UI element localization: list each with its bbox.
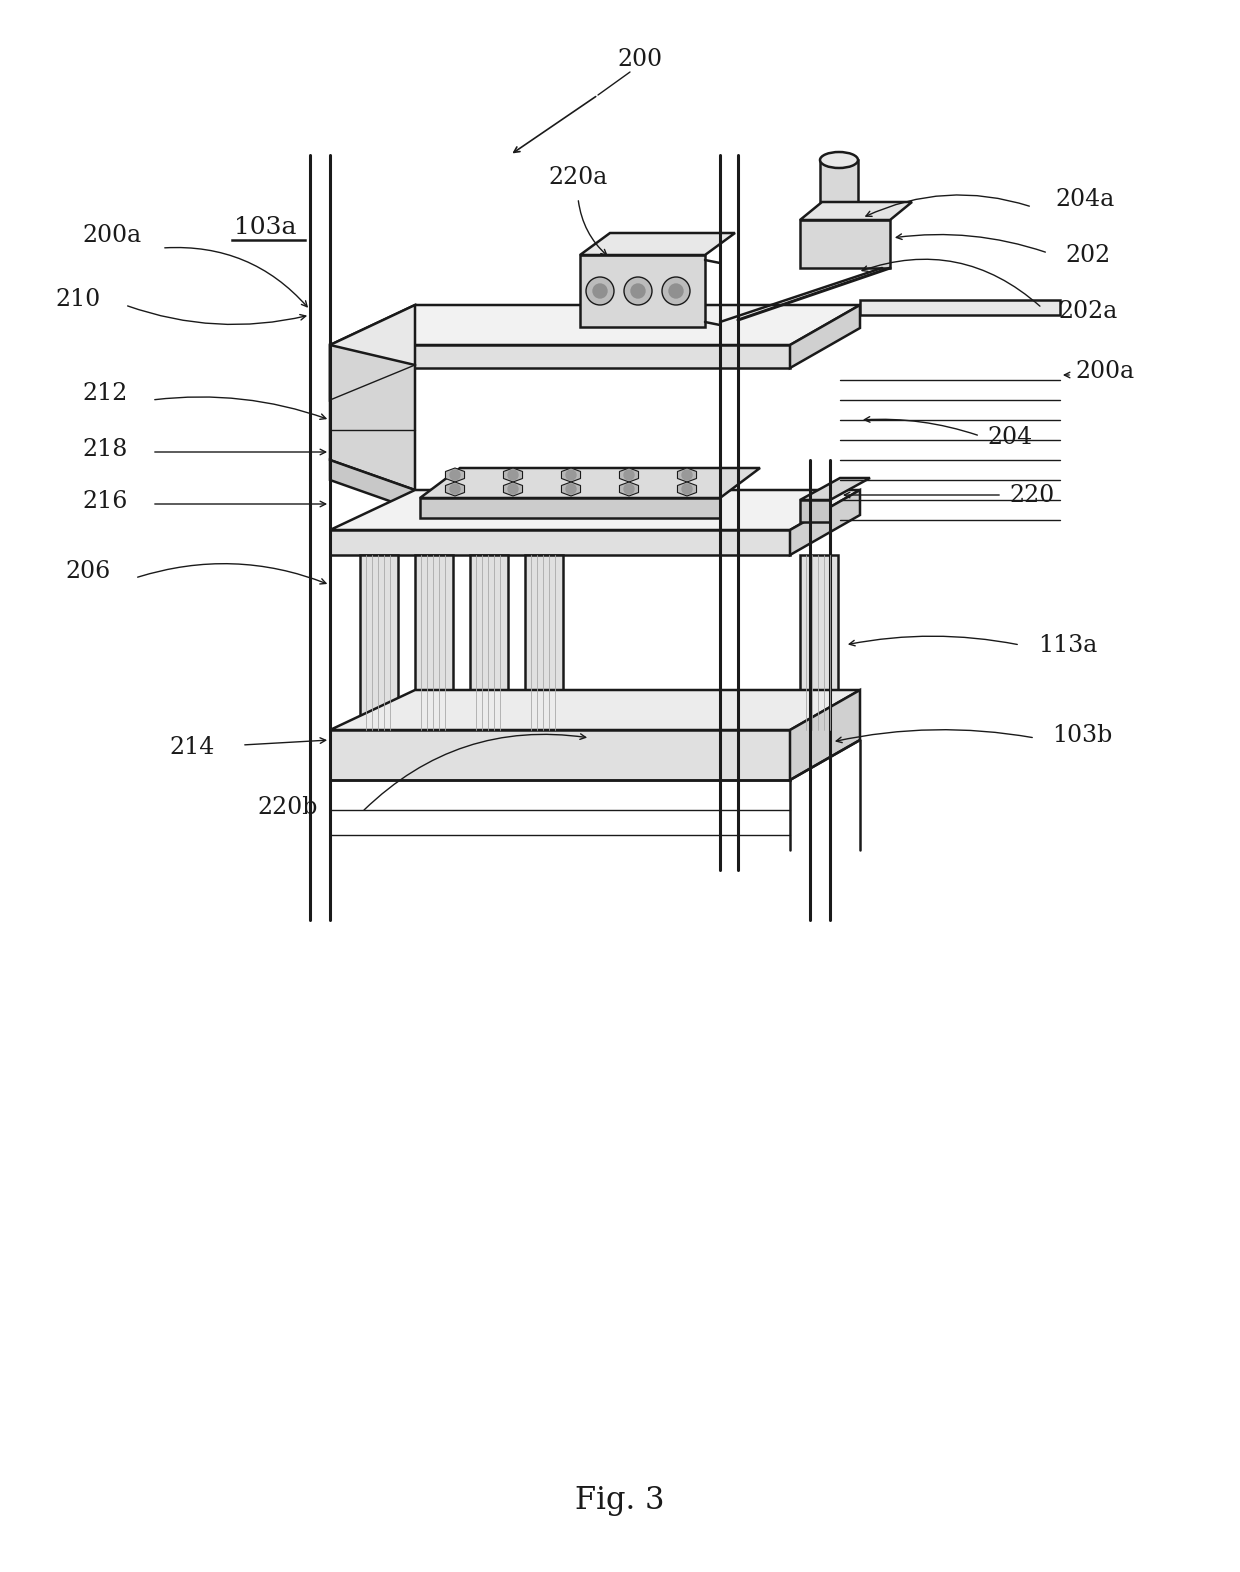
Text: 202: 202	[1065, 244, 1111, 267]
Circle shape	[593, 285, 608, 299]
Text: 202a: 202a	[1059, 300, 1117, 324]
Text: 200: 200	[618, 49, 662, 71]
Polygon shape	[503, 483, 522, 497]
Bar	[415, 555, 453, 729]
Ellipse shape	[820, 152, 858, 168]
Polygon shape	[562, 483, 580, 497]
Circle shape	[682, 470, 692, 479]
Text: 220b: 220b	[258, 797, 319, 819]
Polygon shape	[330, 490, 861, 530]
Polygon shape	[580, 233, 735, 255]
Bar	[800, 500, 830, 522]
Circle shape	[508, 470, 518, 479]
Text: 206: 206	[66, 561, 110, 583]
Polygon shape	[330, 344, 790, 368]
Polygon shape	[330, 461, 415, 509]
Polygon shape	[445, 483, 465, 497]
Bar	[800, 555, 838, 729]
Polygon shape	[503, 468, 522, 483]
Polygon shape	[330, 690, 861, 729]
Polygon shape	[620, 468, 639, 483]
Polygon shape	[677, 483, 697, 497]
Circle shape	[624, 484, 634, 494]
Text: 218: 218	[82, 439, 128, 462]
Text: 113a: 113a	[1038, 634, 1097, 657]
Text: 204: 204	[987, 426, 1033, 450]
Text: 216: 216	[82, 490, 128, 514]
Circle shape	[624, 470, 634, 479]
Circle shape	[682, 484, 692, 494]
Polygon shape	[330, 344, 415, 490]
Polygon shape	[445, 468, 465, 483]
Circle shape	[631, 285, 645, 299]
Bar	[525, 555, 563, 729]
Circle shape	[587, 277, 614, 305]
Text: 214: 214	[170, 737, 215, 759]
Polygon shape	[620, 483, 639, 497]
Circle shape	[565, 470, 577, 479]
Circle shape	[450, 470, 460, 479]
Polygon shape	[562, 468, 580, 483]
Polygon shape	[420, 468, 760, 498]
Polygon shape	[677, 468, 697, 483]
Polygon shape	[330, 305, 861, 344]
Bar	[800, 220, 890, 267]
Text: 103b: 103b	[1052, 723, 1112, 747]
Circle shape	[450, 484, 460, 494]
Circle shape	[565, 484, 577, 494]
Text: 220a: 220a	[548, 167, 608, 190]
Text: Fig. 3: Fig. 3	[575, 1484, 665, 1515]
Polygon shape	[330, 530, 790, 555]
Circle shape	[624, 277, 652, 305]
Polygon shape	[800, 478, 870, 500]
Polygon shape	[330, 305, 415, 399]
Text: 200a: 200a	[1075, 360, 1135, 384]
Polygon shape	[790, 305, 861, 368]
Polygon shape	[790, 490, 861, 555]
Polygon shape	[330, 729, 790, 780]
Text: 212: 212	[82, 382, 128, 404]
Text: 204a: 204a	[1055, 189, 1115, 212]
Text: 210: 210	[56, 289, 100, 311]
Text: 103a: 103a	[234, 217, 296, 239]
Polygon shape	[420, 498, 720, 519]
Polygon shape	[800, 201, 911, 220]
Circle shape	[662, 277, 689, 305]
Circle shape	[670, 285, 683, 299]
Circle shape	[508, 484, 518, 494]
Bar	[820, 160, 858, 220]
Polygon shape	[790, 690, 861, 780]
Bar	[470, 555, 508, 729]
Text: 220: 220	[1009, 484, 1055, 506]
Bar	[360, 555, 398, 729]
Bar	[580, 255, 706, 327]
Polygon shape	[861, 300, 1060, 314]
Text: 200a: 200a	[82, 223, 141, 247]
